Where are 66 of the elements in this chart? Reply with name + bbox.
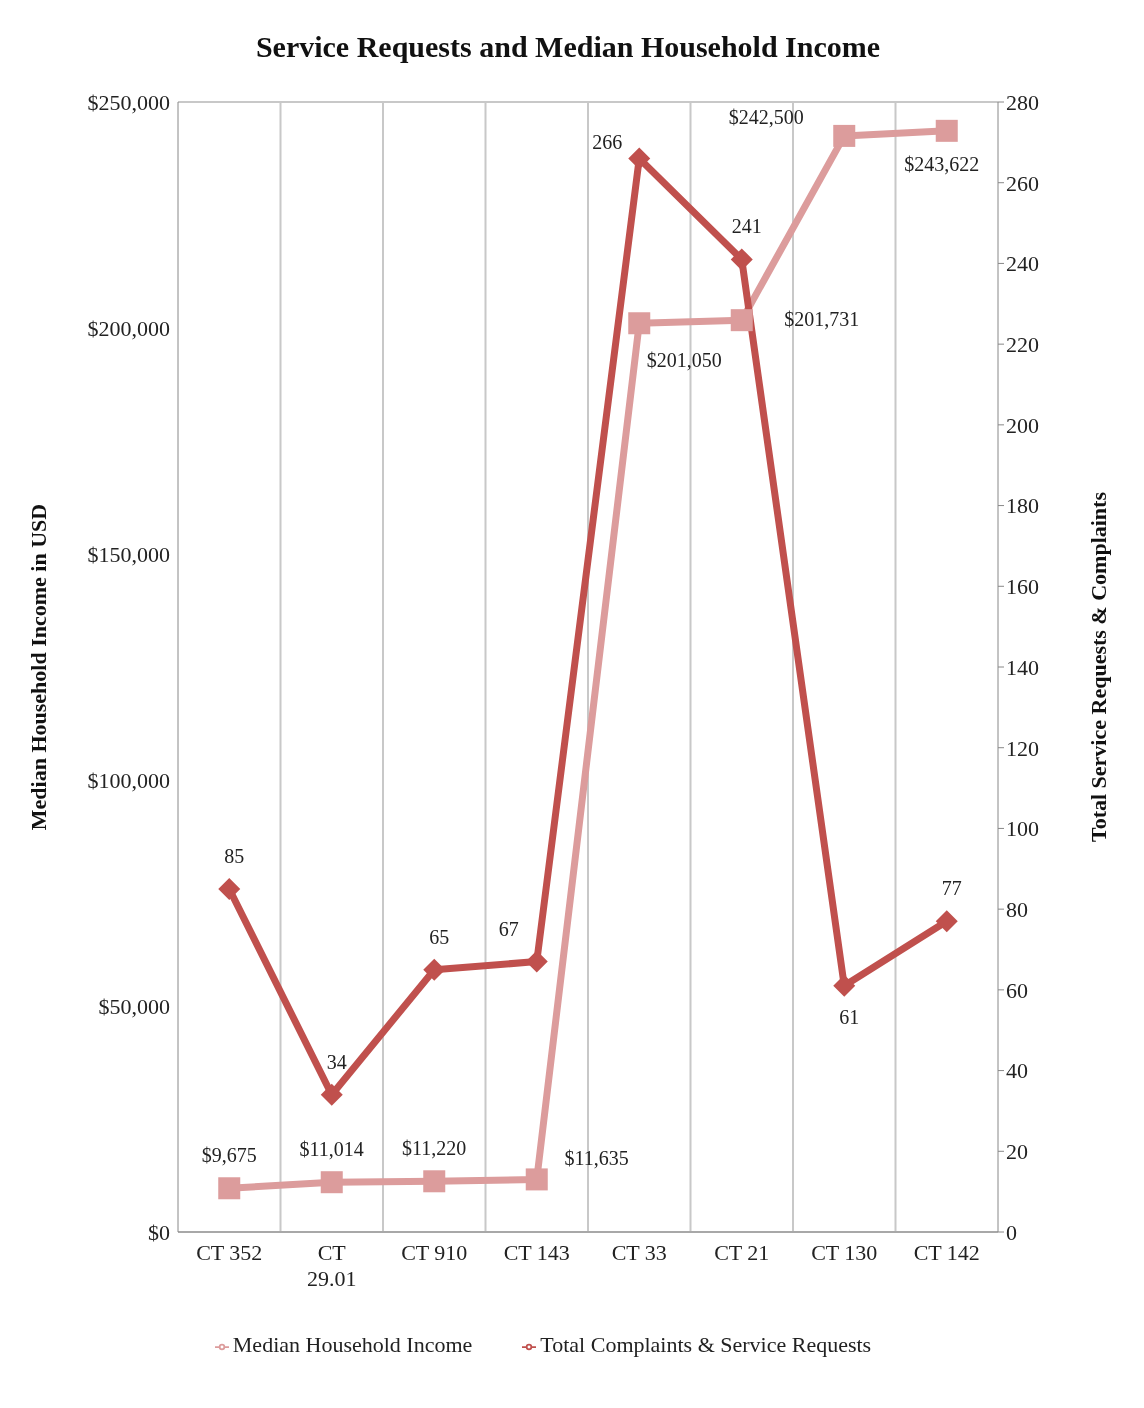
y-tick-label: $50,000 — [98, 993, 170, 1019]
y2-tick-label: 220 — [1006, 331, 1039, 357]
y2-tick-label: 140 — [1006, 654, 1039, 680]
data-label: $9,675 — [201, 1144, 257, 1167]
y2-tick-label: 180 — [1006, 493, 1039, 519]
point — [935, 910, 958, 933]
x-tick-label: CT 910 — [401, 1240, 468, 1265]
chart-title: Service Requests and Median Household Income — [254, 30, 882, 64]
data-label: $201,731 — [784, 308, 860, 331]
data-label: 85 — [224, 844, 245, 867]
data-label: 61 — [839, 1005, 860, 1028]
point — [423, 1170, 446, 1193]
point — [218, 1177, 241, 1200]
data-label: 34 — [326, 1050, 347, 1073]
point — [935, 119, 958, 142]
data-label: $11,635 — [564, 1147, 629, 1170]
point — [730, 248, 753, 271]
y-tick-label: $0 — [148, 1219, 170, 1245]
legend-label: Median Household Income — [232, 1332, 473, 1357]
point — [833, 974, 856, 997]
point — [525, 950, 548, 973]
y2-tick-label: 260 — [1006, 170, 1039, 196]
y2-tick-label: 60 — [1006, 977, 1028, 1003]
y2-tick-label: 0 — [1006, 1219, 1017, 1245]
point — [628, 147, 651, 170]
data-label: 65 — [429, 925, 450, 948]
x-tick-label: CT 352 — [196, 1240, 263, 1265]
point — [628, 312, 651, 335]
legend-label: Total Complaints & Service Requests — [540, 1332, 872, 1357]
y-tick-label: $250,000 — [87, 89, 170, 115]
y-tick-label: $100,000 — [87, 767, 170, 793]
data-label: 67 — [498, 917, 519, 940]
x-tick-label: CT 130 — [811, 1240, 878, 1265]
point — [730, 309, 753, 332]
y2-axis-title: Total Service Requests & Complaints — [1085, 491, 1111, 842]
y2-tick-label: 100 — [1006, 816, 1039, 842]
data-label: $11,014 — [299, 1138, 364, 1161]
data-label: $242,500 — [728, 105, 804, 128]
x-tick-label: CT 143 — [503, 1240, 570, 1265]
x-tick-label: CT 21 — [714, 1240, 770, 1265]
y2-tick-label: 240 — [1006, 251, 1039, 277]
y2-tick-label: 20 — [1006, 1139, 1028, 1165]
point — [525, 1168, 548, 1191]
y2-tick-label: 200 — [1006, 412, 1039, 438]
y2-tick-label: 160 — [1006, 574, 1039, 600]
point — [833, 124, 856, 147]
data-label: $11,220 — [402, 1137, 467, 1160]
y2-tick-label: 280 — [1006, 89, 1039, 115]
data-label: 77 — [941, 877, 962, 900]
data-label: $243,622 — [904, 152, 980, 175]
data-label: 266 — [592, 130, 623, 153]
point — [320, 1171, 343, 1194]
data-label: 241 — [731, 215, 762, 238]
y2-tick-label: 40 — [1006, 1058, 1028, 1084]
y2-tick-label: 120 — [1006, 735, 1039, 761]
x-tick-label: CT 33 — [611, 1240, 667, 1265]
y-tick-label: $150,000 — [87, 541, 170, 567]
point — [423, 958, 446, 981]
y-axis-title: Median Household Income in USD — [25, 503, 51, 831]
point — [320, 1083, 343, 1106]
y-tick-label: $200,000 — [87, 315, 170, 341]
x-tick-label: CT 142 — [913, 1240, 980, 1265]
point — [218, 877, 241, 900]
x-tick-label: CT 29.01 — [307, 1240, 357, 1291]
y2-tick-label: 80 — [1006, 896, 1028, 922]
data-label: $201,050 — [646, 349, 722, 372]
